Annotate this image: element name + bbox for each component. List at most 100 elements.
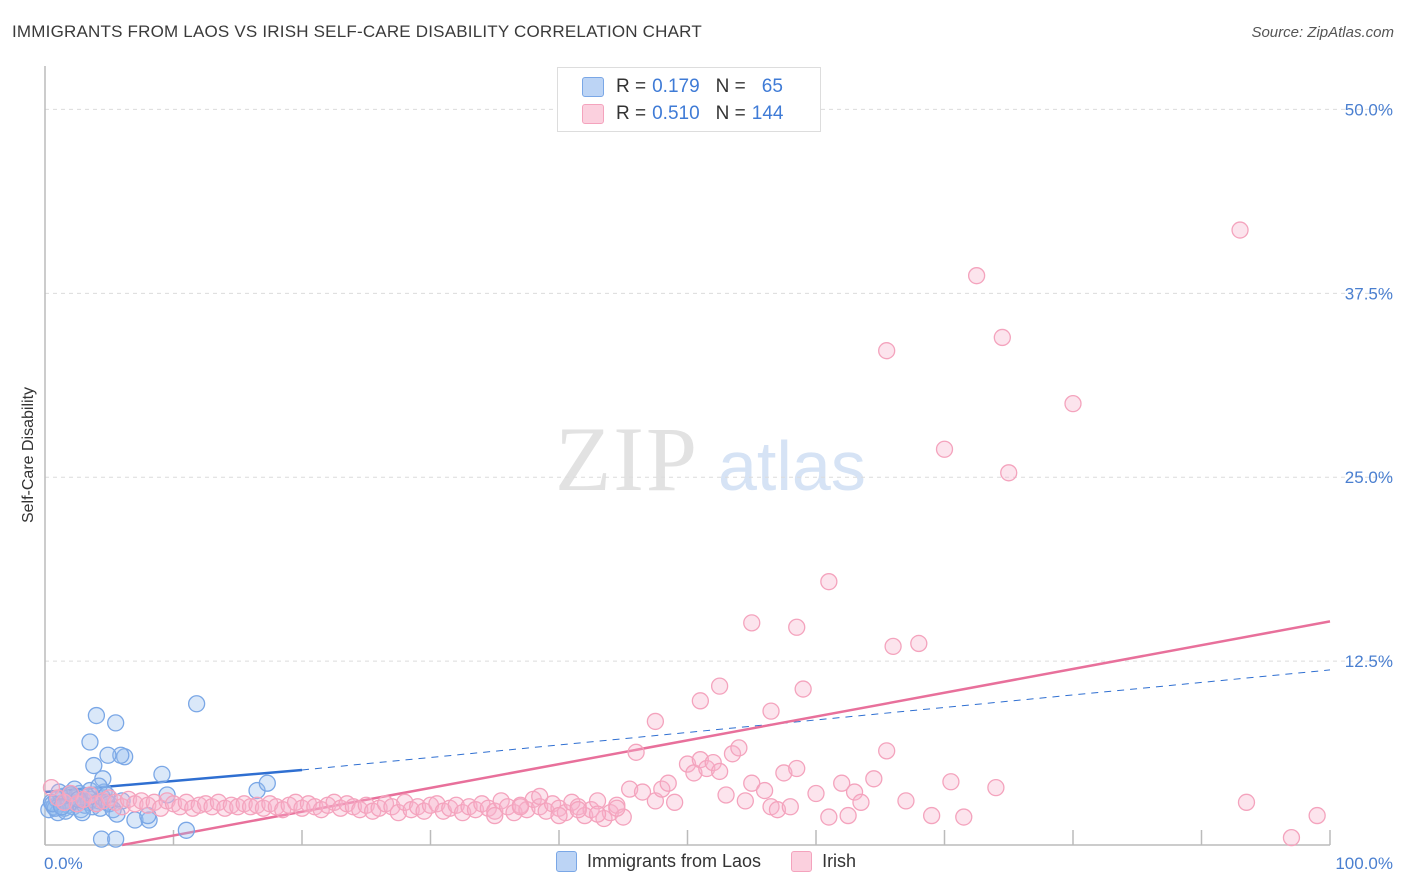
series-legend: Immigrants from Laos Irish bbox=[556, 851, 886, 872]
irish-point bbox=[698, 759, 716, 778]
irish-point bbox=[1237, 793, 1256, 811]
irish-point bbox=[588, 805, 607, 823]
data-points bbox=[40, 221, 1326, 848]
irish-point bbox=[852, 793, 870, 811]
irish-point bbox=[878, 342, 896, 360]
trend-line bbox=[301, 669, 1331, 771]
irish-point bbox=[415, 802, 433, 820]
y-tick-label: 12.5% bbox=[1345, 652, 1393, 671]
irish-point bbox=[755, 781, 774, 800]
irish-point bbox=[935, 440, 954, 458]
irish-point bbox=[788, 618, 806, 636]
grid-lines bbox=[45, 108, 1392, 662]
chart-title: IMMIGRANTS FROM LAOS VS IRISH SELF-CARE … bbox=[12, 22, 702, 41]
laos-point bbox=[73, 803, 91, 822]
irish-point bbox=[743, 774, 761, 792]
irish-point bbox=[588, 792, 607, 810]
y-tick-labels: 12.5% 25.0% 37.5% 50.0% bbox=[1345, 100, 1393, 671]
irish-point bbox=[967, 267, 986, 285]
legend-n-value: 144 bbox=[751, 103, 784, 124]
irish-point bbox=[768, 801, 787, 819]
irish-point bbox=[486, 802, 504, 820]
x-tick-label: 100.0% bbox=[1335, 854, 1393, 873]
irish-point bbox=[531, 787, 549, 806]
irish-point bbox=[717, 786, 735, 804]
x-tick-labels: 0.0% 100.0% bbox=[44, 854, 1393, 873]
laos-point bbox=[92, 830, 111, 848]
irish-point bbox=[1282, 828, 1301, 847]
irish-point bbox=[987, 778, 1005, 797]
irish-point bbox=[659, 774, 677, 792]
irish-point bbox=[492, 792, 510, 810]
irish-point bbox=[743, 614, 761, 632]
irish-point bbox=[845, 783, 864, 801]
legend-item-irish[interactable]: Irish bbox=[791, 851, 856, 872]
legend-r-label: R = bbox=[616, 76, 647, 97]
irish-point bbox=[145, 793, 163, 811]
irish-point bbox=[55, 793, 73, 811]
irish-point bbox=[498, 798, 517, 816]
irish-point bbox=[190, 796, 208, 814]
irish-point bbox=[569, 801, 587, 819]
laos-point bbox=[99, 746, 117, 764]
watermark: ZIP atlas bbox=[555, 408, 866, 510]
irish-point bbox=[666, 793, 684, 811]
irish-point bbox=[286, 793, 305, 811]
irish-point bbox=[781, 798, 799, 816]
source-label: Source: ZipAtlas.com bbox=[1251, 24, 1394, 41]
irish-point bbox=[633, 783, 652, 801]
irish-point bbox=[576, 806, 594, 825]
irish-point bbox=[486, 806, 504, 825]
irish-point bbox=[736, 792, 754, 810]
legend-label-irish: Irish bbox=[822, 851, 857, 871]
irish-point bbox=[820, 808, 838, 826]
svg-text:atlas: atlas bbox=[718, 427, 866, 505]
irish-point bbox=[383, 798, 401, 816]
irish-point bbox=[653, 780, 671, 798]
legend-item-laos[interactable]: Immigrants from Laos bbox=[556, 851, 761, 872]
irish-point bbox=[955, 808, 973, 826]
irish-point bbox=[511, 798, 530, 816]
irish-swatch bbox=[582, 104, 604, 124]
irish-point bbox=[222, 796, 240, 814]
laos-point bbox=[153, 765, 171, 784]
laos-point bbox=[187, 695, 206, 713]
laos-point bbox=[113, 792, 131, 810]
laos-swatch bbox=[556, 851, 577, 872]
irish-point bbox=[993, 328, 1011, 347]
y-axis-label: Self-Care Disability bbox=[20, 387, 37, 523]
irish-point bbox=[678, 755, 697, 773]
irish-point bbox=[646, 712, 665, 731]
laos-point bbox=[81, 733, 99, 751]
irish-point bbox=[325, 793, 343, 811]
irish-point bbox=[241, 798, 260, 816]
legend-n-label: N = bbox=[715, 103, 746, 124]
laos-point bbox=[258, 774, 276, 792]
irish-point bbox=[1000, 464, 1018, 482]
legend-n-value: 65 bbox=[761, 76, 783, 97]
correlation-legend: R = 0.179 N = 65 R = 0.510 N = 144 bbox=[557, 67, 821, 132]
irish-point bbox=[942, 773, 960, 791]
laos-point bbox=[177, 821, 196, 839]
irish-point bbox=[453, 803, 472, 822]
irish-point bbox=[621, 780, 639, 798]
irish-point bbox=[209, 793, 228, 811]
y-tick-label: 25.0% bbox=[1345, 468, 1393, 487]
irish-point bbox=[42, 778, 61, 797]
laos-point bbox=[85, 756, 103, 775]
irish-point bbox=[762, 702, 780, 720]
irish-point bbox=[627, 743, 645, 761]
irish-point bbox=[704, 753, 722, 772]
legend-r-value: 0.510 bbox=[652, 103, 700, 124]
irish-point bbox=[389, 803, 408, 822]
laos-point bbox=[107, 830, 125, 848]
irish-point bbox=[710, 677, 729, 695]
irish-point bbox=[1064, 395, 1082, 413]
irish-point bbox=[691, 751, 709, 769]
x-tick-label: 0.0% bbox=[44, 854, 83, 873]
irish-point bbox=[775, 764, 793, 782]
irish-point bbox=[794, 680, 812, 698]
irish-point bbox=[839, 806, 857, 825]
legend-row-irish: R = 0.510 N = 144 bbox=[582, 102, 783, 126]
